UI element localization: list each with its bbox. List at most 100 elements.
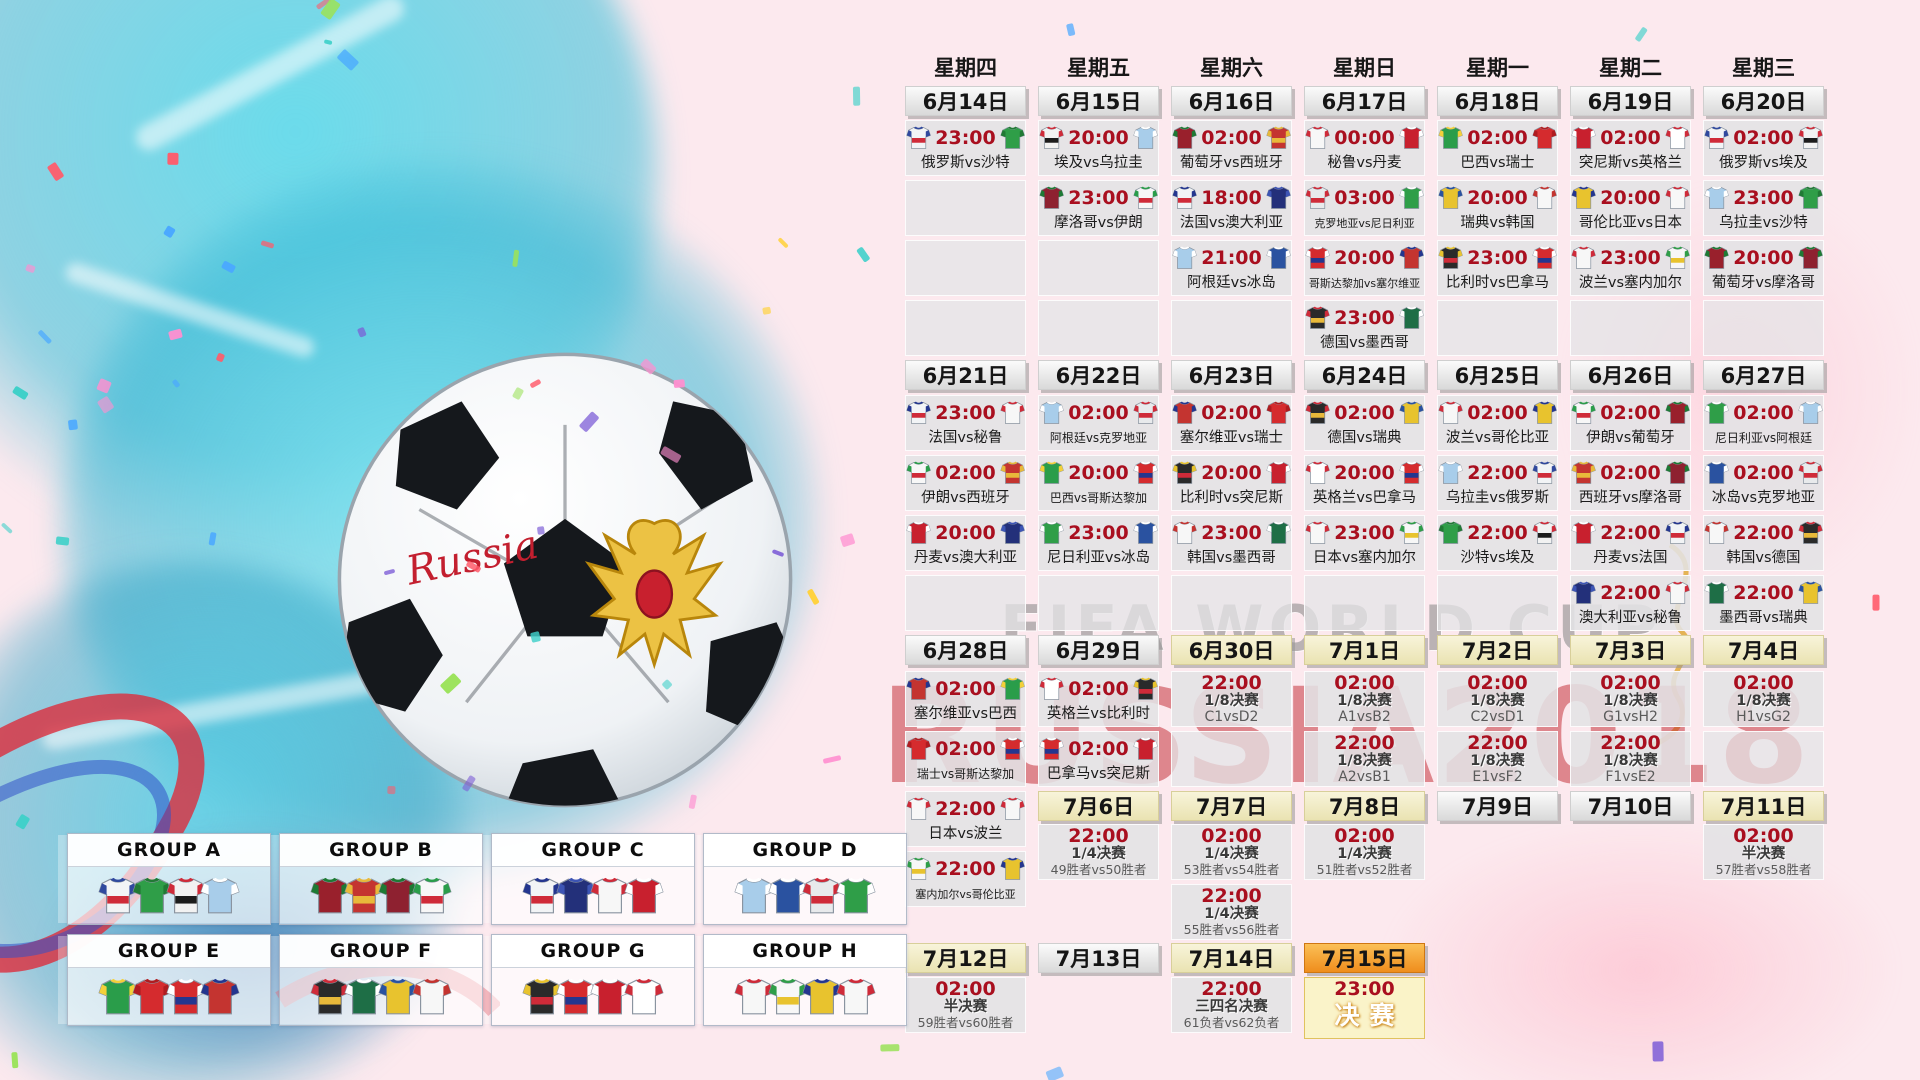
team-jersey-icon xyxy=(1704,246,1729,269)
confetti-piece xyxy=(529,631,541,643)
match-kickoff-time: 22:00 xyxy=(1600,582,1661,604)
match-kickoff-time: 20:00 xyxy=(1334,247,1395,269)
knockout-stage-label: 1/8决赛 xyxy=(1470,693,1525,709)
match-time-row: 02:00 xyxy=(906,457,1025,489)
knockout-match-cell: 22:00 1/8决赛 E1vsF2 xyxy=(1437,731,1558,787)
team-jersey-icon xyxy=(1704,461,1729,484)
match-teams-label: 尼日利亚vs阿根廷 xyxy=(1714,431,1813,445)
confetti-piece xyxy=(536,526,545,536)
match-teams-label: 瑞士vs哥斯达黎加 xyxy=(916,767,1015,781)
match-teams-label: 丹麦vs澳大利亚 xyxy=(913,550,1018,566)
knockout-stage-label: 1/8决赛 xyxy=(1736,693,1791,709)
match-kickoff-time: 02:00 xyxy=(1733,825,1794,847)
team-jersey-icon xyxy=(1665,186,1690,209)
knockout-pairing-label: C1vsD2 xyxy=(1204,709,1259,725)
empty-cell xyxy=(1703,731,1824,787)
team-jersey-icon xyxy=(1571,581,1596,604)
team-jersey-icon xyxy=(906,521,931,544)
knockout-stage-label: 1/8决赛 xyxy=(1603,753,1658,769)
confetti-piece xyxy=(465,560,482,573)
match-teams-label: 塞尔维亚vs瑞士 xyxy=(1179,430,1284,446)
confetti-piece xyxy=(163,225,177,239)
group-match-cell: 02:00 突尼斯vs英格兰 xyxy=(1570,120,1691,176)
match-kickoff-time: 02:00 xyxy=(1600,672,1661,694)
group-label: GROUP B xyxy=(280,834,482,867)
match-teams-label: 冰岛vs克罗地亚 xyxy=(1711,490,1816,506)
team-jersey-icon xyxy=(1532,126,1557,149)
team-jersey-icon xyxy=(906,737,931,760)
knockout-pairing-label: 59胜者vs60胜者 xyxy=(917,1015,1014,1030)
team-jersey-icon xyxy=(1039,126,1064,149)
match-teams-label: 摩洛哥vs伊朗 xyxy=(1054,215,1143,231)
team-jersey-icon xyxy=(1438,461,1463,484)
empty-cell xyxy=(905,300,1026,356)
team-jersey-icon xyxy=(1399,306,1424,329)
match-time-row: 02:00 xyxy=(1305,397,1424,429)
confetti-piece xyxy=(316,0,332,10)
confetti-piece xyxy=(215,352,226,364)
match-teams-label: 葡萄牙vs摩洛哥 xyxy=(1711,275,1816,291)
team-jersey-icon xyxy=(906,126,931,149)
group-match-cell: 20:00 埃及vs乌拉圭 xyxy=(1038,120,1159,176)
match-kickoff-time: 22:00 xyxy=(1334,732,1395,754)
match-kickoff-time: 02:00 xyxy=(935,738,996,760)
confetti-piece xyxy=(823,754,842,764)
group-jerseys-row xyxy=(704,867,906,925)
match-teams-label: 哥伦比亚vs日本 xyxy=(1578,215,1683,231)
match-time-row: 02:00 xyxy=(1571,457,1690,489)
team-jersey-icon xyxy=(1305,306,1330,329)
team-jersey-icon xyxy=(1172,186,1197,209)
match-teams-label: 澳大利亚vs秘鲁 xyxy=(1578,610,1683,626)
confetti-piece xyxy=(356,327,367,339)
match-time-row: 20:00 xyxy=(1438,182,1557,214)
confetti-piece xyxy=(260,239,275,249)
match-time-row: 22:00 xyxy=(1438,457,1557,489)
group-match-cell: 02:00 西班牙vs摩洛哥 xyxy=(1570,455,1691,511)
group-team-jersey xyxy=(768,978,808,1015)
team-jersey-icon xyxy=(1305,246,1330,269)
ball-sphere xyxy=(337,352,793,808)
team-jersey-icon xyxy=(1172,461,1197,484)
team-jersey-icon xyxy=(1000,797,1025,820)
group-match-cell: 02:00 巴西vs瑞士 xyxy=(1437,120,1558,176)
confetti-piece xyxy=(806,588,820,607)
match-time-row: 22:00 xyxy=(906,853,1025,885)
knockout-stage-label: 1/8决赛 xyxy=(1204,693,1259,709)
knockout-pairing-label: F1vsE2 xyxy=(1605,769,1656,785)
group-match-cell: 02:00 英格兰vs比利时 xyxy=(1038,671,1159,727)
confetti-piece xyxy=(771,548,784,557)
confetti-piece xyxy=(1065,23,1076,36)
match-time-row: 18:00 xyxy=(1172,182,1291,214)
match-kickoff-time: 22:00 xyxy=(1467,462,1528,484)
knockout-match-cell: 02:00 1/8决赛 H1vsG2 xyxy=(1703,671,1824,727)
team-jersey-icon xyxy=(1133,737,1158,760)
team-jersey-icon xyxy=(1571,186,1596,209)
match-kickoff-time: 02:00 xyxy=(935,678,996,700)
match-kickoff-time: 02:00 xyxy=(1467,672,1528,694)
match-time-row: 02:00 xyxy=(1438,397,1557,429)
team-jersey-icon xyxy=(1266,246,1291,269)
team-jersey-icon xyxy=(200,978,240,1015)
match-time-row: 20:00 xyxy=(1305,242,1424,274)
match-kickoff-time: 22:00 xyxy=(1201,978,1262,1000)
confetti-piece xyxy=(208,532,217,546)
confetti-piece xyxy=(11,1051,19,1068)
match-time-row: 02:00 xyxy=(1704,397,1823,429)
confetti-piece xyxy=(24,263,36,273)
team-jersey-icon xyxy=(1399,401,1424,424)
match-teams-label: 秘鲁vs丹麦 xyxy=(1327,155,1402,171)
group-team-jersey xyxy=(802,978,842,1015)
team-jersey-icon xyxy=(1133,186,1158,209)
match-kickoff-time: 02:00 xyxy=(935,978,996,1000)
team-jersey-icon xyxy=(1172,521,1197,544)
team-jersey-icon xyxy=(1399,126,1424,149)
knockout-pairing-label: 53胜者vs54胜者 xyxy=(1183,862,1280,877)
match-teams-label: 阿根廷vs冰岛 xyxy=(1187,275,1276,291)
knockout-stage-label: 半决赛 xyxy=(1741,846,1786,862)
team-jersey-icon xyxy=(1571,461,1596,484)
team-jersey-icon xyxy=(1704,186,1729,209)
match-time-row: 22:00 xyxy=(1704,577,1823,609)
knockout-match-cell: 22:00 1/4决赛 55胜者vs56胜者 xyxy=(1171,884,1292,940)
team-jersey-icon xyxy=(1798,126,1823,149)
confetti-piece xyxy=(1634,26,1648,43)
